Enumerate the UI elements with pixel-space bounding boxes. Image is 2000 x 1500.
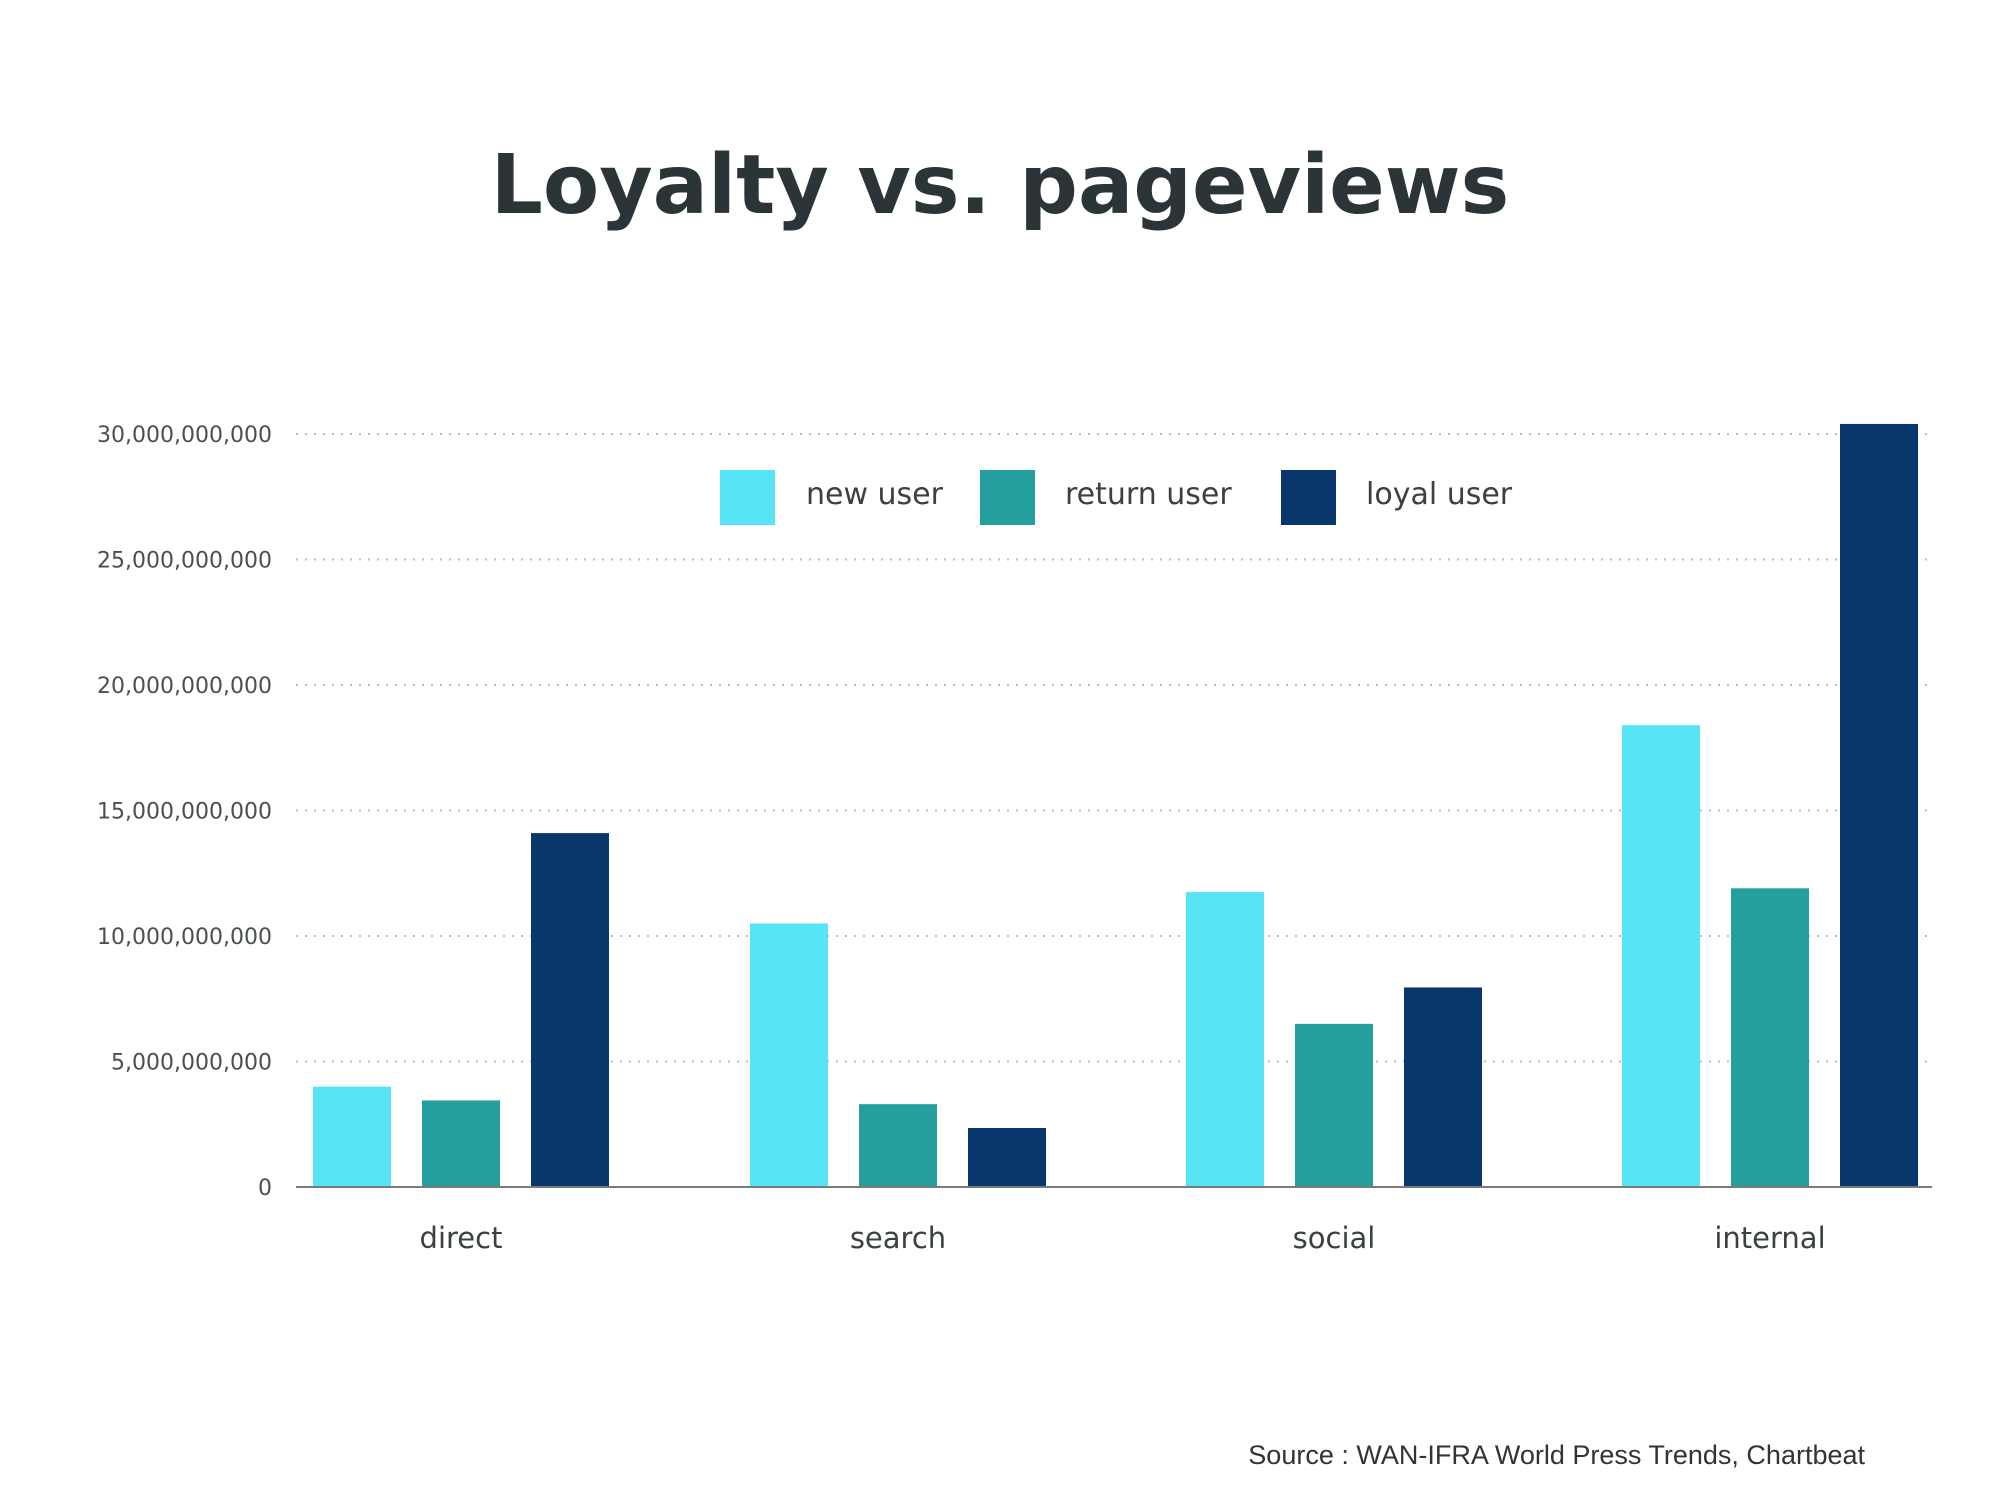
legend-swatch-new-user — [720, 470, 775, 525]
legend-label: new user — [806, 477, 944, 512]
bar-social-loyal-user — [1404, 987, 1482, 1187]
y-tick-label: 10,000,000,000 — [97, 925, 272, 950]
y-tick-label: 5,000,000,000 — [111, 1051, 272, 1076]
y-tick-label: 25,000,000,000 — [97, 549, 272, 574]
bar-search-return-user — [859, 1104, 937, 1187]
bar-social-new-user — [1186, 892, 1264, 1187]
source-note: Source : WAN-IFRA World Press Trends, Ch… — [1248, 1440, 1865, 1470]
bar-search-loyal-user — [968, 1128, 1046, 1187]
x-tick-label: social — [1293, 1221, 1376, 1255]
legend-label: loyal user — [1366, 477, 1513, 512]
bar-direct-new-user — [313, 1086, 391, 1187]
bar-search-new-user — [750, 923, 828, 1187]
bar-direct-loyal-user — [531, 833, 609, 1187]
bar-direct-return-user — [422, 1100, 500, 1187]
y-tick-label: 0 — [258, 1176, 272, 1201]
bar-social-return-user — [1295, 1023, 1373, 1187]
legend-swatch-loyal-user — [1281, 470, 1336, 525]
x-tick-label: internal — [1714, 1221, 1825, 1255]
y-tick-label: 15,000,000,000 — [97, 800, 272, 825]
bar-internal-new-user — [1622, 725, 1700, 1187]
legend-swatch-return-user — [980, 470, 1035, 525]
x-tick-label: direct — [420, 1221, 503, 1255]
bar-internal-return-user — [1731, 888, 1809, 1187]
y-tick-label: 30,000,000,000 — [97, 423, 272, 448]
legend-label: return user — [1065, 477, 1232, 512]
chart-title: Loyalty vs. pageviews — [490, 138, 1510, 233]
bar-internal-loyal-user — [1840, 423, 1918, 1188]
x-tick-label: search — [850, 1221, 946, 1255]
y-tick-label: 20,000,000,000 — [97, 674, 272, 699]
